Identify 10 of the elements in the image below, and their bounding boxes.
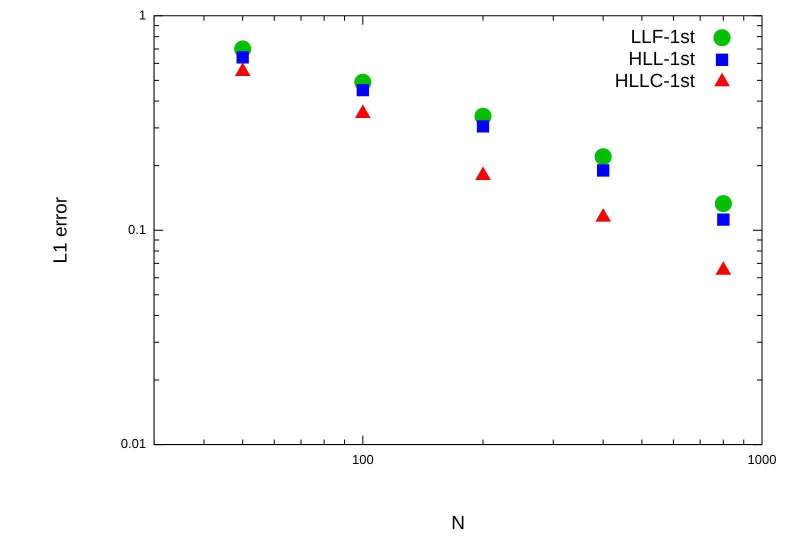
y-axis-title: L1 error — [50, 196, 72, 264]
x-axis-title: N — [451, 512, 465, 534]
x-tick-label: 100 — [352, 452, 374, 467]
x-tick-label: 1000 — [748, 452, 776, 467]
y-tick-label: 0.1 — [128, 222, 146, 237]
legend-label: HLL-1st — [628, 49, 696, 70]
legend-label: HLLC-1st — [614, 71, 696, 92]
y-tick-label: 1 — [138, 7, 146, 22]
legend-label: LLF-1st — [630, 27, 696, 48]
y-tick-label: 0.01 — [120, 436, 146, 452]
